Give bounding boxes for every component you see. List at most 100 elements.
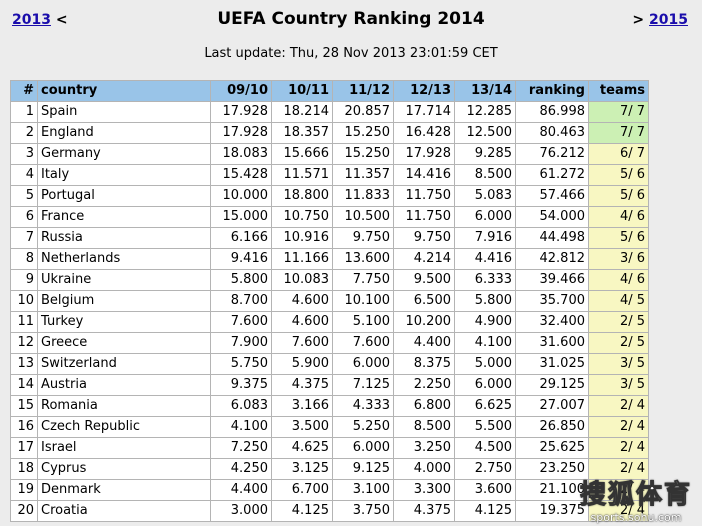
season-0910-cell: 3.000 <box>210 500 272 522</box>
column-header-rank[interactable]: # <box>10 80 38 102</box>
rank-cell: 7 <box>10 227 38 249</box>
teams-cell: 2/ 5 <box>588 311 649 333</box>
season-1011-cell: 11.166 <box>271 248 333 270</box>
season-1011-cell: 4.600 <box>271 290 333 312</box>
season-1314-cell: 6.625 <box>454 395 516 417</box>
season-1314-cell: 6.000 <box>454 206 516 228</box>
rank-cell: 13 <box>10 353 38 375</box>
column-header-season-1011[interactable]: 10/11 <box>271 80 333 102</box>
season-0910-cell: 7.250 <box>210 437 272 459</box>
season-1011-cell: 18.357 <box>271 122 333 144</box>
table-row: 6 France 15.000 10.750 10.500 11.750 6.000 54.0… <box>10 206 649 228</box>
season-1213-cell: 16.428 <box>393 122 455 144</box>
next-year-nav: > 2015 <box>632 12 688 28</box>
season-0910-cell: 9.416 <box>210 248 272 270</box>
teams-cell: 2/ 4 <box>588 479 649 501</box>
season-1213-cell: 4.000 <box>393 458 455 480</box>
teams-cell: 5/ 6 <box>588 227 649 249</box>
season-1011-cell: 18.214 <box>271 101 333 123</box>
ranking-cell: 35.700 <box>515 290 589 312</box>
season-1213-cell: 11.750 <box>393 206 455 228</box>
country-cell: Israel <box>37 437 211 459</box>
table-body: 1 Spain 17.928 18.214 20.857 17.714 12.285 86.9… <box>10 101 649 522</box>
rank-cell: 17 <box>10 437 38 459</box>
country-cell: Austria <box>37 374 211 396</box>
season-1314-cell: 4.416 <box>454 248 516 270</box>
season-1112-cell: 9.125 <box>332 458 394 480</box>
season-1314-cell: 8.500 <box>454 164 516 186</box>
rank-cell: 18 <box>10 458 38 480</box>
teams-cell: 5/ 6 <box>588 164 649 186</box>
season-1213-cell: 8.375 <box>393 353 455 375</box>
season-0910-cell: 18.083 <box>210 143 272 165</box>
top-bar: 2013 < UEFA Country Ranking 2014 > 2015 <box>0 0 702 44</box>
column-header-country[interactable]: country <box>37 80 211 102</box>
season-1213-cell: 14.416 <box>393 164 455 186</box>
season-1112-cell: 3.100 <box>332 479 394 501</box>
country-cell: Ukraine <box>37 269 211 291</box>
column-header-season-1314[interactable]: 13/14 <box>454 80 516 102</box>
ranking-cell: 31.025 <box>515 353 589 375</box>
ranking-cell: 23.250 <box>515 458 589 480</box>
season-1213-cell: 6.800 <box>393 395 455 417</box>
season-1314-cell: 2.750 <box>454 458 516 480</box>
table-row: 18 Cyprus 4.250 3.125 9.125 4.000 2.750 23.250 2… <box>10 458 649 480</box>
prev-year-link[interactable]: 2013 <box>12 12 51 28</box>
season-1011-cell: 4.375 <box>271 374 333 396</box>
rank-cell: 1 <box>10 101 38 123</box>
table-row: 5 Portugal 10.000 18.800 11.833 11.750 5.083 57… <box>10 185 649 207</box>
country-cell: Turkey <box>37 311 211 333</box>
season-1112-cell: 15.250 <box>332 122 394 144</box>
table-row: 20 Croatia 3.000 4.125 3.750 4.375 4.125 19.375… <box>10 500 649 522</box>
season-1213-cell: 9.750 <box>393 227 455 249</box>
teams-cell: 6/ 7 <box>588 143 649 165</box>
column-header-season-1112[interactable]: 11/12 <box>332 80 394 102</box>
ranking-cell: 31.600 <box>515 332 589 354</box>
table-row: 8 Netherlands 9.416 11.166 13.600 4.214 4.416 4… <box>10 248 649 270</box>
rank-cell: 14 <box>10 374 38 396</box>
season-1011-cell: 11.571 <box>271 164 333 186</box>
season-0910-cell: 17.928 <box>210 122 272 144</box>
country-cell: Greece <box>37 332 211 354</box>
ranking-cell: 86.998 <box>515 101 589 123</box>
season-1213-cell: 10.200 <box>393 311 455 333</box>
season-0910-cell: 15.428 <box>210 164 272 186</box>
season-1314-cell: 6.000 <box>454 374 516 396</box>
column-header-ranking[interactable]: ranking <box>515 80 589 102</box>
column-header-teams[interactable]: teams <box>588 80 649 102</box>
teams-cell: 2/ 4 <box>588 437 649 459</box>
column-header-season-0910[interactable]: 09/10 <box>210 80 272 102</box>
rank-cell: 16 <box>10 416 38 438</box>
table-row: 13 Switzerland 5.750 5.900 6.000 8.375 5.000 31… <box>10 353 649 375</box>
table-row: 1 Spain 17.928 18.214 20.857 17.714 12.285 86.9… <box>10 101 649 123</box>
season-1213-cell: 6.500 <box>393 290 455 312</box>
ranking-cell: 44.498 <box>515 227 589 249</box>
season-1112-cell: 13.600 <box>332 248 394 270</box>
ranking-cell: 21.100 <box>515 479 589 501</box>
rank-cell: 15 <box>10 395 38 417</box>
prev-year-nav: 2013 < <box>12 12 68 28</box>
table-row: 2 England 17.928 18.357 15.250 16.428 12.500 80… <box>10 122 649 144</box>
season-1011-cell: 4.125 <box>271 500 333 522</box>
season-1213-cell: 3.300 <box>393 479 455 501</box>
page-title: UEFA Country Ranking 2014 <box>217 9 485 29</box>
season-1112-cell: 6.000 <box>332 437 394 459</box>
table-row: 7 Russia 6.166 10.916 9.750 9.750 7.916 44.498 5… <box>10 227 649 249</box>
country-cell: Netherlands <box>37 248 211 270</box>
season-1314-cell: 4.125 <box>454 500 516 522</box>
season-1112-cell: 5.250 <box>332 416 394 438</box>
next-year-link[interactable]: 2015 <box>649 12 688 28</box>
season-0910-cell: 15.000 <box>210 206 272 228</box>
country-cell: England <box>37 122 211 144</box>
country-cell: Portugal <box>37 185 211 207</box>
column-header-season-1213[interactable]: 12/13 <box>393 80 455 102</box>
season-1011-cell: 10.916 <box>271 227 333 249</box>
season-1314-cell: 12.500 <box>454 122 516 144</box>
season-1112-cell: 4.333 <box>332 395 394 417</box>
season-1314-cell: 4.900 <box>454 311 516 333</box>
ranking-table: # country 09/10 10/11 11/12 12/13 13/14 … <box>10 80 649 522</box>
country-cell: Romania <box>37 395 211 417</box>
ranking-cell: 25.625 <box>515 437 589 459</box>
season-1314-cell: 6.333 <box>454 269 516 291</box>
rank-cell: 10 <box>10 290 38 312</box>
